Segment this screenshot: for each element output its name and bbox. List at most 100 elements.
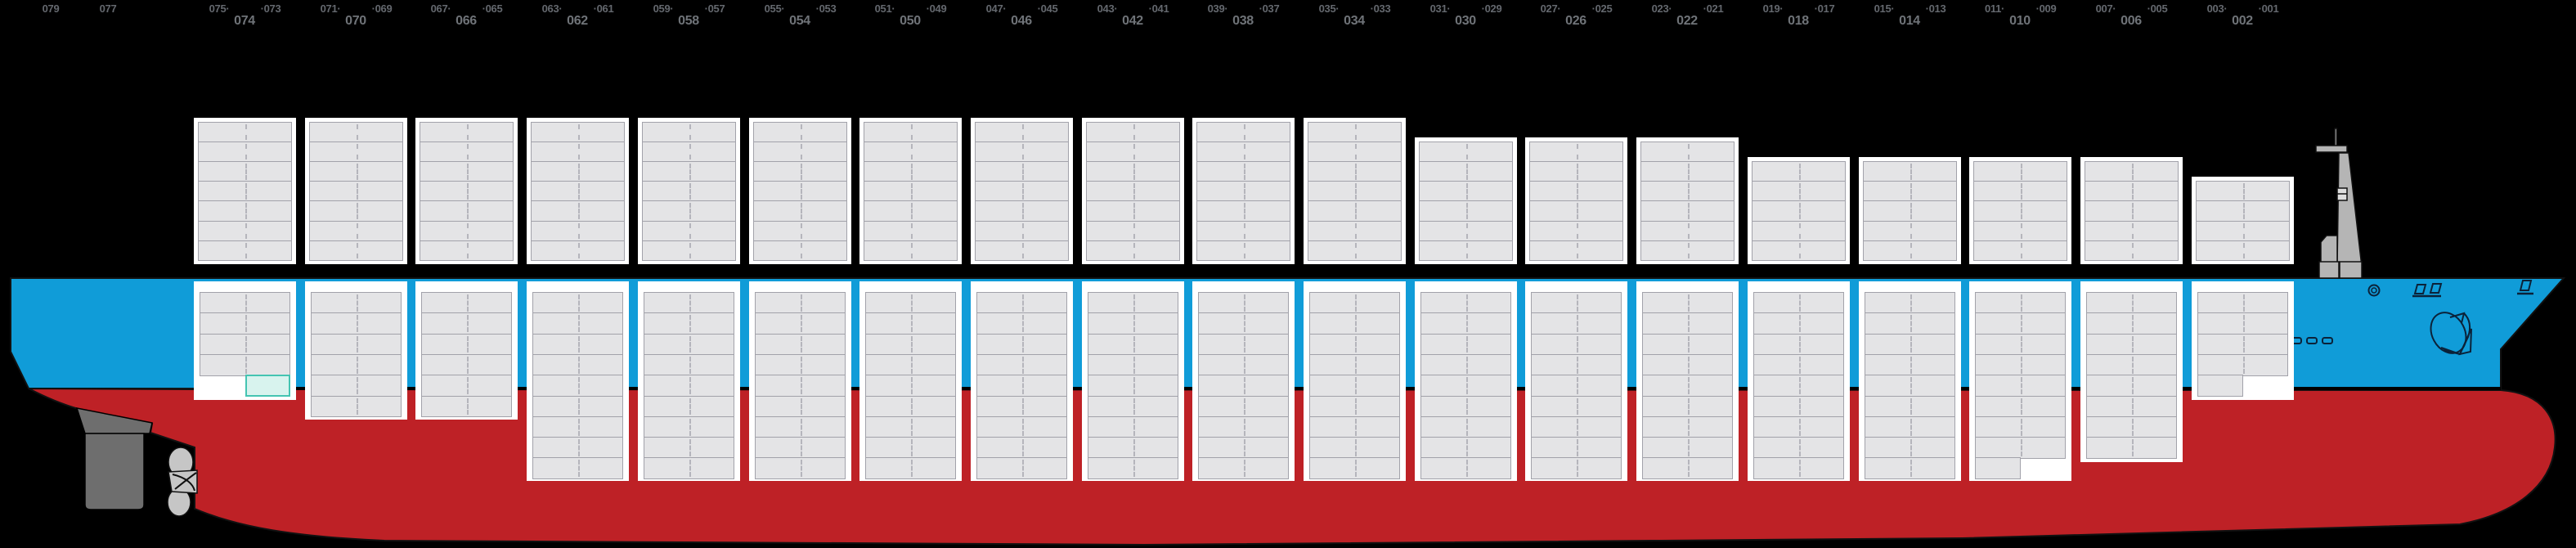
container-cell[interactable] xyxy=(200,333,290,356)
container-cell[interactable] xyxy=(1309,312,1400,335)
container-cell[interactable] xyxy=(198,141,292,163)
container-cell[interactable] xyxy=(2197,312,2288,335)
container-cell[interactable] xyxy=(1309,395,1400,418)
container-cell[interactable] xyxy=(1975,415,2066,438)
container-cell[interactable] xyxy=(2085,240,2179,262)
container-cell[interactable] xyxy=(755,457,846,480)
container-cell[interactable] xyxy=(1198,437,1289,459)
container-cell[interactable] xyxy=(2196,220,2290,242)
container-cell[interactable] xyxy=(1088,333,1178,356)
container-cell[interactable] xyxy=(1196,240,1290,262)
container-cell[interactable] xyxy=(1196,200,1290,222)
container-cell[interactable] xyxy=(1531,415,1622,438)
container-cell[interactable] xyxy=(1642,353,1733,376)
container-cell[interactable] xyxy=(1865,395,1955,418)
container-cell[interactable] xyxy=(1752,220,1846,242)
container-cell[interactable] xyxy=(1642,333,1733,356)
container-cell[interactable] xyxy=(1865,353,1955,376)
container-cell[interactable] xyxy=(642,141,736,163)
container-cell[interactable] xyxy=(1198,375,1289,397)
container-cell[interactable] xyxy=(532,292,623,314)
container-cell[interactable] xyxy=(1198,395,1289,418)
container-cell[interactable] xyxy=(644,292,734,314)
container-cell[interactable] xyxy=(1531,457,1622,480)
container-cell[interactable] xyxy=(1419,200,1513,222)
container-cell[interactable] xyxy=(1642,395,1733,418)
container-cell[interactable] xyxy=(1196,220,1290,242)
container-cell[interactable] xyxy=(1973,240,2067,262)
container-cell[interactable] xyxy=(1865,333,1955,356)
container-cell[interactable] xyxy=(1531,292,1622,314)
container-cell[interactable] xyxy=(1529,160,1623,182)
container-cell[interactable] xyxy=(421,395,512,418)
container-cell[interactable] xyxy=(531,160,625,182)
container-cell[interactable] xyxy=(1865,437,1955,459)
container-cell[interactable] xyxy=(2197,353,2288,376)
container-cell[interactable] xyxy=(1975,312,2066,335)
container-cell[interactable] xyxy=(1973,200,2067,222)
container-cell[interactable] xyxy=(1975,437,2066,459)
container-cell[interactable] xyxy=(1198,415,1289,438)
container-cell[interactable] xyxy=(2086,333,2177,356)
container-cell[interactable] xyxy=(975,160,1069,182)
container-cell[interactable] xyxy=(2086,312,2177,335)
container-cell[interactable] xyxy=(2086,375,2177,397)
container-cell[interactable] xyxy=(309,181,403,202)
container-cell[interactable] xyxy=(1088,457,1178,480)
container-cell[interactable] xyxy=(865,312,956,335)
container-cell[interactable] xyxy=(1529,200,1623,222)
container-cell[interactable] xyxy=(755,312,846,335)
container-cell[interactable] xyxy=(644,312,734,335)
container-cell[interactable] xyxy=(311,292,402,314)
container-cell[interactable] xyxy=(1531,333,1622,356)
container-cell[interactable] xyxy=(1863,200,1957,222)
container-cell[interactable] xyxy=(1642,415,1733,438)
container-cell[interactable] xyxy=(864,200,958,222)
container-cell[interactable] xyxy=(644,333,734,356)
container-cell[interactable] xyxy=(2086,437,2177,459)
container-cell[interactable] xyxy=(309,141,403,163)
container-cell[interactable] xyxy=(976,353,1067,376)
container-cell[interactable] xyxy=(1753,457,1844,480)
container-cell[interactable] xyxy=(975,220,1069,242)
container-cell[interactable] xyxy=(532,415,623,438)
container-cell[interactable] xyxy=(1640,200,1735,222)
container-cell[interactable] xyxy=(642,220,736,242)
container-cell[interactable] xyxy=(1308,160,1402,182)
container-cell[interactable] xyxy=(1088,312,1178,335)
container-cell[interactable] xyxy=(1640,240,1735,262)
container-cell[interactable] xyxy=(1975,333,2066,356)
container-cell[interactable] xyxy=(1419,160,1513,182)
container-cell[interactable] xyxy=(864,121,958,143)
container-cell[interactable] xyxy=(1198,333,1289,356)
container-cell[interactable] xyxy=(976,415,1067,438)
container-cell[interactable] xyxy=(1863,240,1957,262)
container-cell[interactable] xyxy=(1088,437,1178,459)
container-cell[interactable] xyxy=(1198,457,1289,480)
container-cell[interactable] xyxy=(2085,181,2179,202)
container-cell[interactable] xyxy=(198,220,292,242)
container-cell[interactable] xyxy=(864,220,958,242)
container-cell[interactable] xyxy=(1753,415,1844,438)
container-cell[interactable] xyxy=(642,160,736,182)
container-cell[interactable] xyxy=(1196,141,1290,163)
container-cell[interactable] xyxy=(976,312,1067,335)
container-cell[interactable] xyxy=(198,121,292,143)
container-cell[interactable] xyxy=(865,437,956,459)
container-cell[interactable] xyxy=(1088,292,1178,314)
container-cell[interactable] xyxy=(1640,181,1735,202)
container-cell[interactable] xyxy=(1531,437,1622,459)
container-cell[interactable] xyxy=(311,312,402,335)
container-cell[interactable] xyxy=(755,375,846,397)
container-cell[interactable] xyxy=(531,121,625,143)
container-cell[interactable] xyxy=(1088,395,1178,418)
container-cell[interactable] xyxy=(1529,220,1623,242)
container-cell[interactable] xyxy=(1420,353,1511,376)
container-cell[interactable] xyxy=(1865,415,1955,438)
container-cell[interactable] xyxy=(644,437,734,459)
container-cell[interactable] xyxy=(865,375,956,397)
container-cell[interactable] xyxy=(198,160,292,182)
container-cell[interactable] xyxy=(200,353,290,376)
container-cell[interactable] xyxy=(1198,292,1289,314)
container-cell[interactable] xyxy=(1640,220,1735,242)
